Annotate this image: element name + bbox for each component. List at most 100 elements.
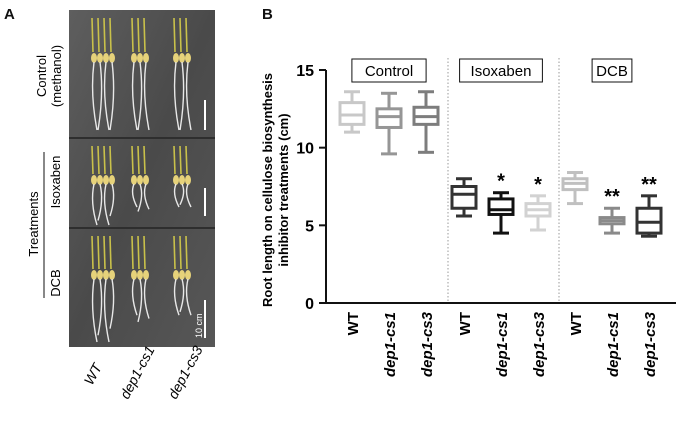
seedling-root	[173, 61, 180, 131]
seedling-seed	[109, 270, 115, 280]
row-label-isoxaben: Isoxaben	[48, 156, 63, 209]
box-isoxaben-wt	[450, 177, 478, 218]
seedling-root	[137, 61, 143, 131]
seedling-seed	[131, 270, 137, 280]
seedling-root	[109, 183, 115, 217]
y-axis-title-line1: Root length on cellulose biosynthesis	[260, 73, 275, 307]
seedling-seed	[179, 270, 185, 280]
seedling-root	[131, 183, 138, 208]
seedling-root	[131, 61, 138, 131]
seedling-shoot	[143, 17, 146, 53]
seedling-shoot	[103, 17, 106, 53]
y-tick-label: 0	[305, 296, 314, 313]
seedling-root	[179, 183, 185, 206]
seedling-shoot	[179, 145, 182, 175]
seedling-seed	[143, 53, 149, 63]
seedling-seed	[143, 175, 149, 185]
box-iqr	[338, 101, 366, 126]
seedling-shoot	[185, 145, 188, 175]
x-tick-label: dep1-cs3	[419, 311, 436, 377]
seedling-root	[97, 61, 103, 131]
significance-marker: **	[641, 174, 657, 196]
seedling-seed	[91, 270, 97, 280]
x-tick-label: WT	[568, 312, 585, 335]
seedling-seed	[185, 175, 191, 185]
seedling-seed	[131, 53, 137, 63]
seedling-shoot	[143, 145, 146, 175]
x-tick-label: WT	[457, 312, 474, 335]
seedling-root	[109, 278, 115, 329]
seedling-seed	[137, 270, 143, 280]
seedling-shoot	[173, 145, 176, 175]
seedling-seed	[185, 53, 191, 63]
y-tick-label: 5	[305, 218, 314, 235]
seedling-root	[109, 61, 115, 131]
group-labels: Control Isoxaben DCB	[351, 58, 633, 303]
seedling-shoot	[103, 145, 106, 175]
seedling-root	[137, 183, 143, 212]
seedling-root	[137, 278, 143, 323]
seedling-seed	[179, 53, 185, 63]
significance-marker: *	[497, 171, 505, 193]
box-iqr	[450, 185, 478, 210]
seedling-root	[143, 61, 150, 131]
seedling-shoot	[173, 235, 176, 270]
seedling-seed	[103, 175, 109, 185]
seedling-shoot	[103, 235, 106, 270]
seedling-root	[185, 61, 192, 131]
treatments-group-label: Treatments	[26, 191, 41, 257]
seedling-seed	[131, 175, 137, 185]
seedling-shoot	[97, 235, 100, 270]
seedling-shoot	[91, 145, 94, 175]
seedling-seed	[109, 175, 115, 185]
group-label-box	[459, 58, 543, 83]
x-tick-label: dep1-cs3	[642, 311, 659, 377]
scale-bar-label: 10 cm	[194, 313, 204, 338]
seedling-seed	[185, 270, 191, 280]
x-tick-labels: WT dep1-cs1 dep1-cs3 WT dep1-cs1 dep1-cs3 WT de…	[345, 311, 659, 377]
seedling-root	[143, 183, 150, 210]
seedling-seed	[97, 270, 103, 280]
seedling-shoot	[109, 235, 112, 270]
seedling-root	[97, 278, 103, 336]
panel-b-letter: B	[262, 6, 273, 23]
seedling-shoot	[185, 235, 188, 270]
seedling-shoot	[91, 235, 94, 270]
box-iqr	[487, 197, 515, 216]
seedling-root	[131, 278, 138, 316]
box-control-wt	[338, 90, 366, 134]
x-tick-label: dep1-cs1	[605, 312, 622, 377]
x-tick-label: dep1-cs3	[531, 311, 548, 377]
seedling-shoot	[131, 145, 134, 175]
row-label-control-line1: Control	[34, 55, 49, 97]
seedling-shoot	[91, 17, 94, 53]
seedling-seed	[179, 175, 185, 185]
box-dcb-dep1-cs3: **	[635, 174, 663, 238]
seedling-root	[91, 61, 98, 131]
x-tick-label: WT	[345, 312, 362, 335]
seedling-shoot	[97, 17, 100, 53]
y-axis: 0 5 10 15	[296, 63, 676, 313]
seedling-root	[103, 61, 110, 131]
row-label-dcb: DCB	[48, 269, 63, 296]
seedling-seed	[137, 53, 143, 63]
seedling-shoot	[143, 235, 146, 270]
seedling-shoot	[109, 145, 112, 175]
seedling-shoot	[131, 17, 134, 53]
box-iqr	[635, 206, 663, 235]
group-label-dcb: DCB	[596, 63, 628, 80]
seedling-seed	[143, 270, 149, 280]
seedling-shoot	[109, 17, 112, 53]
seedling-seed	[109, 53, 115, 63]
seedling-shoot	[185, 17, 188, 53]
y-tick-label: 15	[296, 63, 314, 80]
group-label-control: Control	[365, 63, 413, 80]
significance-marker: *	[534, 174, 542, 196]
seedling-root	[173, 278, 180, 316]
seedling-root	[91, 183, 98, 226]
seedling-seed	[173, 53, 179, 63]
seedling-seed	[97, 53, 103, 63]
seedling-root	[103, 183, 110, 226]
seedlings	[91, 17, 192, 343]
